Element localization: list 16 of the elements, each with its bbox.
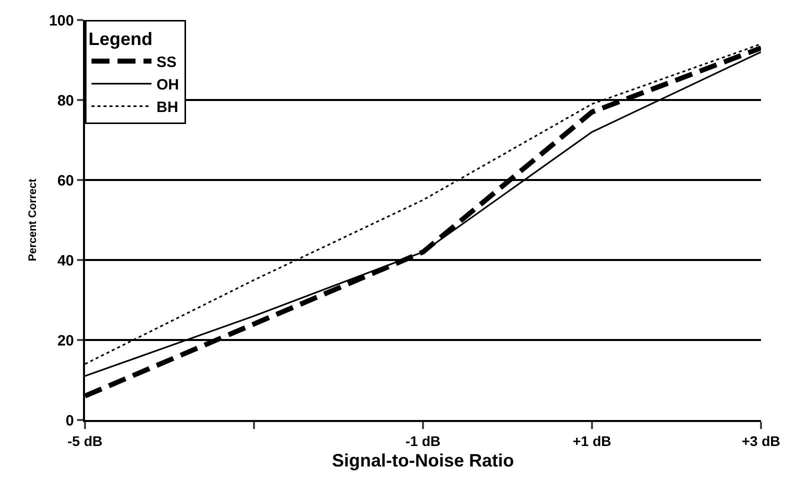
y-tick-label: 20: [57, 332, 74, 350]
y-axis-title: Percent Correct: [27, 178, 40, 262]
y-tick-label: 100: [48, 12, 74, 30]
legend-label: BH: [156, 99, 178, 116]
x-tick-label: -5 dB: [68, 432, 102, 449]
x-tick-label: +1 dB: [572, 432, 612, 449]
legend-label: OH: [156, 76, 179, 94]
legend-label: SS: [156, 54, 177, 71]
x-tick-label: -1 dB: [406, 432, 440, 449]
x-axis-title: Signal-to-Noise Ratio: [332, 450, 514, 470]
y-tick-label: 60: [57, 172, 74, 190]
x-tick-label: +3 dB: [742, 432, 780, 449]
y-tick-label: 40: [57, 252, 74, 270]
y-tick-label: 80: [57, 92, 74, 110]
legend-title: Legend: [88, 28, 153, 49]
y-tick-label: 0: [66, 412, 74, 430]
